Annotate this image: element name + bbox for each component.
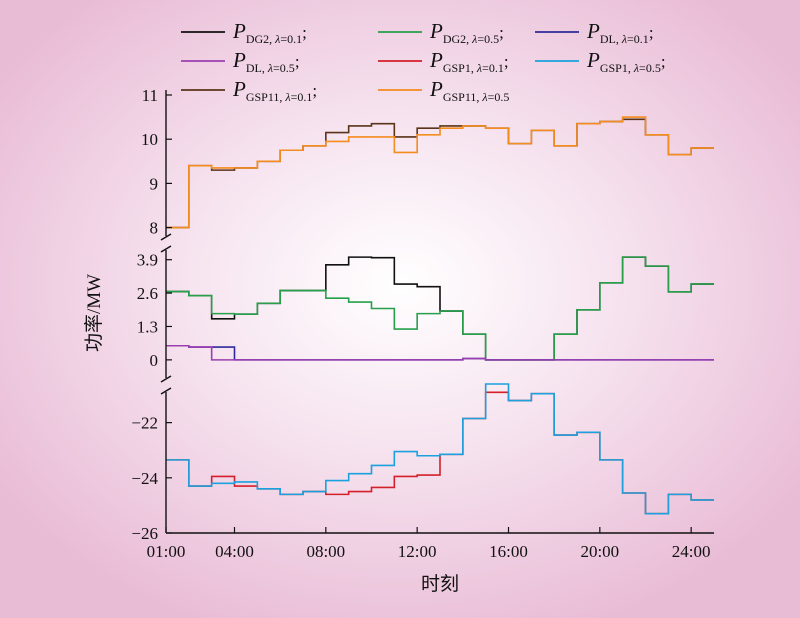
x-tick-label: 24:00: [672, 542, 711, 561]
legend-item-dg2_05: PDG2, λ=0.5;: [378, 19, 504, 46]
y-tick-label: 10: [141, 130, 158, 149]
y-tick-label: −24: [131, 469, 158, 488]
axes: 8 9 10 11 0 1.3 2.6 3.9 −26 −24 −22 01:00 04:00 08:00…: [131, 86, 714, 561]
y-tick-label: −22: [131, 414, 158, 433]
series-line-gsp1_05: [166, 383, 714, 515]
x-tick-label: 20:00: [580, 542, 619, 561]
legend-label: PGSP11, λ=0.1;: [232, 77, 317, 104]
legend-label: PGSP1, λ=0.1;: [429, 48, 509, 75]
x-axis-title: 时刻: [421, 573, 459, 595]
x-tick-label: 04:00: [215, 542, 254, 561]
legend-label: PGSP11, λ=0.5: [429, 77, 509, 104]
legend-item-gsp1_01: PGSP1, λ=0.1;: [378, 48, 509, 75]
x-tick-label: 12:00: [398, 542, 437, 561]
legend-label: PGSP1, λ=0.5;: [586, 48, 666, 75]
x-tick-label: 08:00: [306, 542, 345, 561]
x-tick-label: 01:00: [147, 542, 186, 561]
series-line-gsp1_01: [166, 391, 714, 515]
series-line-gsp11_05: [166, 116, 714, 229]
legend-label: PDG2, λ=0.1;: [232, 19, 307, 46]
legend-item-gsp11_05: PGSP11, λ=0.5: [378, 77, 509, 104]
legend-label: PDL, λ=0.5;: [232, 48, 300, 75]
axis-break-mark: [160, 233, 172, 241]
legend-item-gsp11_01: PGSP11, λ=0.1;: [181, 77, 317, 104]
legend: PDG2, λ=0.1; PDG2, λ=0.5; PDL, λ=0.1; PDL, …: [181, 19, 666, 104]
legend-item-gsp1_05: PGSP1, λ=0.5;: [535, 48, 666, 75]
y-tick-label: 0: [150, 351, 159, 370]
y-tick-label: 1.3: [137, 317, 158, 336]
axis-break-mark: [160, 245, 172, 253]
legend-item-dl_01: PDL, λ=0.1;: [535, 19, 654, 46]
axis-break-mark: [160, 375, 172, 383]
y-axis-title: 功率/MW: [83, 274, 105, 352]
y-tick-label: 11: [142, 86, 158, 105]
axis-break-mark: [160, 387, 172, 395]
legend-label: PDL, λ=0.1;: [586, 19, 654, 46]
y-tick-label: 8: [150, 219, 159, 238]
y-tick-label: 3.9: [137, 251, 158, 270]
x-tick-label: 16:00: [489, 542, 528, 561]
series-line-dg2_05: [166, 256, 714, 361]
y-tick-label: 2.6: [137, 284, 158, 303]
plot-area: [166, 116, 714, 515]
y-tick-label: −26: [131, 524, 158, 543]
series-line-dl_01: [166, 344, 714, 361]
legend-item-dl_05: PDL, λ=0.5;: [181, 48, 300, 75]
legend-item-dg2_01: PDG2, λ=0.1;: [181, 19, 307, 46]
legend-label: PDG2, λ=0.5;: [429, 19, 504, 46]
series-line-dl_05: [166, 344, 714, 361]
series-line-dg2_01: [166, 256, 714, 361]
y-tick-label: 9: [150, 174, 159, 193]
